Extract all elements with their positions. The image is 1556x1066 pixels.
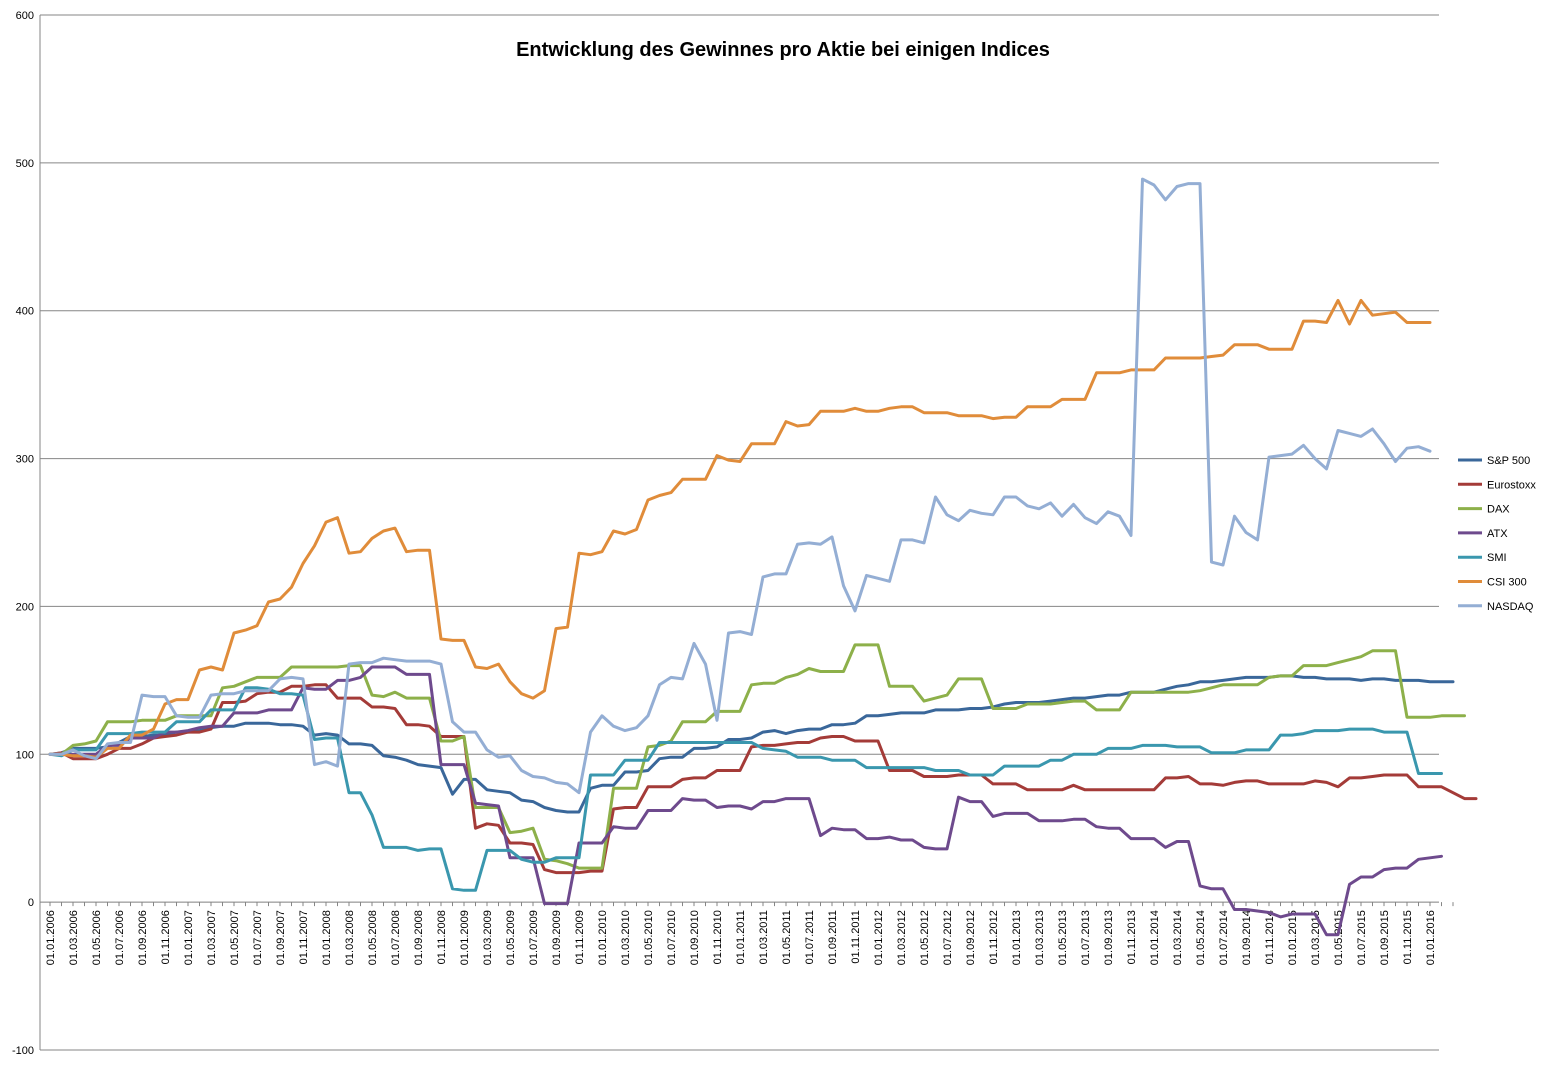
x-tick-label: 01.05.2013 — [1057, 910, 1069, 965]
x-tick-label: 01.09.2013 — [1103, 910, 1115, 965]
legend-label: CSI 300 — [1487, 577, 1527, 589]
x-tick-label: 01.03.2010 — [620, 910, 632, 965]
axes: -100 0 100 200 300 400 500 600 01.01.2006 01.03.2… — [12, 10, 1454, 1057]
x-tick-label: 01.07.2009 — [528, 910, 540, 965]
x-tick-label: 01.03.2007 — [206, 910, 218, 965]
series-line-atx — [48, 665, 1443, 937]
legend: S&P 500 Eurostoxx DAX ATX SMI CSI 300 NASDAQ — [1458, 455, 1536, 613]
x-tick-label: 01.05.2010 — [643, 910, 655, 965]
series-line-smi — [48, 686, 1443, 892]
x-tick-label: 01.01.2014 — [1149, 910, 1161, 965]
series-line-dax — [48, 643, 1466, 870]
x-tick-label: 01.07.2014 — [1218, 910, 1230, 965]
y-tick-label: 100 — [16, 749, 34, 761]
series-line-eurostoxx — [48, 683, 1478, 875]
x-tick-label: 01.01.2010 — [597, 910, 609, 965]
x-tick-label: 01.11.2013 — [1126, 910, 1138, 964]
x-tick-label: 01.01.2011 — [735, 910, 747, 964]
x-tick-label: 01.01.2016 — [1425, 910, 1437, 965]
legend-label: NASDAQ — [1487, 601, 1534, 613]
x-tick-label: 01.09.2010 — [689, 910, 701, 965]
legend-label: ATX — [1487, 528, 1508, 540]
x-tick-label: 01.11.2012 — [988, 910, 1000, 964]
series-line-s-p-500 — [48, 674, 1455, 814]
x-tick-label: 01.09.2015 — [1379, 910, 1391, 965]
x-tick-label: 01.01.2009 — [459, 910, 471, 965]
x-tick-label: 01.09.2008 — [413, 910, 425, 965]
y-tick-label: 0 — [28, 897, 34, 909]
x-tick-label: 01.07.2011 — [804, 910, 816, 964]
x-tick-label: 01.05.2008 — [367, 910, 379, 965]
x-tick-label: 01.01.2015 — [1287, 910, 1299, 965]
x-tick-label: 01.07.2007 — [252, 910, 264, 965]
y-tick-label: 200 — [16, 601, 34, 613]
x-tick-label: 01.01.2013 — [1011, 910, 1023, 965]
x-tick-label: 01.03.2011 — [758, 910, 770, 964]
gridlines — [40, 14, 1439, 1051]
x-tick-label: 01.01.2007 — [183, 910, 195, 965]
x-tick-label: 01.09.2011 — [827, 910, 839, 964]
x-tick-label: 01.07.2013 — [1080, 910, 1092, 965]
x-tick-label: 01.11.2006 — [160, 910, 172, 964]
x-tick-label: 01.11.2010 — [712, 910, 724, 964]
x-tick-label: 01.03.2013 — [1034, 910, 1046, 965]
x-tick-label: 01.07.2010 — [666, 910, 678, 965]
y-tick-label: 500 — [16, 158, 34, 170]
legend-label: S&P 500 — [1487, 455, 1530, 467]
legend-label: SMI — [1487, 552, 1507, 564]
legend-label: DAX — [1487, 504, 1510, 516]
series-line-nasdaq — [48, 177, 1432, 795]
x-tick-label: 01.07.2015 — [1356, 910, 1368, 965]
series-line-csi-300 — [48, 298, 1432, 759]
x-tick-label: 01.11.2015 — [1402, 910, 1414, 964]
x-tick-label: 01.01.2008 — [321, 910, 333, 965]
series-lines — [48, 177, 1478, 937]
x-tick-label: 01.03.2006 — [68, 910, 80, 965]
x-tick-label: 01.11.2011 — [850, 910, 862, 963]
x-tick-label: 01.07.2006 — [114, 910, 126, 965]
x-tick-label: 01.09.2009 — [551, 910, 563, 965]
x-tick-label: 01.01.2006 — [45, 910, 57, 965]
x-tick-label: 01.11.2014 — [1264, 910, 1276, 964]
x-tick-label: 01.11.2008 — [436, 910, 448, 964]
x-tick-label: 01.03.2014 — [1172, 910, 1184, 965]
x-tick-label: 01.09.2006 — [137, 910, 149, 965]
x-tick-label: 01.11.2009 — [574, 910, 586, 964]
x-tick-label: 01.07.2008 — [390, 910, 402, 965]
x-tick-label: 01.11.2007 — [298, 910, 310, 964]
x-tick-label: 01.05.2012 — [919, 910, 931, 965]
x-tick-label: 01.05.2006 — [91, 910, 103, 965]
x-tick-label: 01.05.2014 — [1195, 910, 1207, 965]
x-tick-label: 01.09.2014 — [1241, 910, 1253, 965]
x-tick-label: 01.03.2012 — [896, 910, 908, 965]
x-tick-label: 01.03.2009 — [482, 910, 494, 965]
x-tick-label: 01.01.2012 — [873, 910, 885, 965]
chart-title: Entwicklung des Gewinnes pro Aktie bei e… — [516, 39, 1050, 61]
x-tick-label: 01.05.2009 — [505, 910, 517, 965]
y-tick-label: -100 — [12, 1045, 34, 1057]
y-tick-label: 300 — [16, 454, 34, 466]
y-tick-label: 600 — [16, 10, 34, 22]
x-tick-label: 01.09.2012 — [965, 910, 977, 965]
x-tick-label: 01.05.2011 — [781, 910, 793, 964]
x-tick-label: 01.05.2007 — [229, 910, 241, 965]
x-tick-label: 01.07.2012 — [942, 910, 954, 965]
x-tick-label: 01.03.2008 — [344, 910, 356, 965]
x-tick-label: 01.09.2007 — [275, 910, 287, 965]
legend-label: Eurostoxx — [1487, 479, 1536, 491]
y-tick-label: 400 — [16, 306, 34, 318]
